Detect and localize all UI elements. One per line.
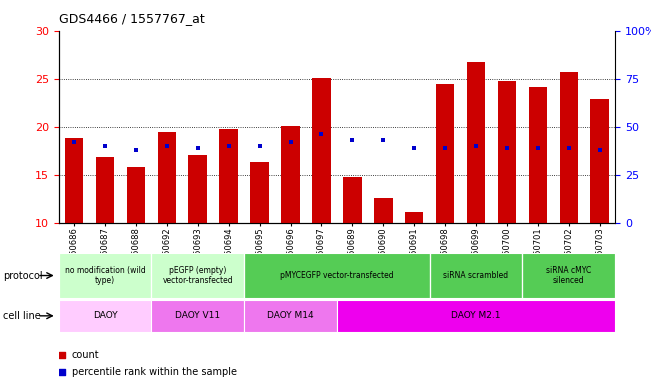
- Point: [316, 131, 327, 137]
- Text: percentile rank within the sample: percentile rank within the sample: [72, 367, 236, 377]
- Point: [594, 147, 605, 153]
- Bar: [244, 253, 430, 298]
- Point: [255, 143, 265, 149]
- Bar: [337, 300, 615, 332]
- Text: GDS4466 / 1557767_at: GDS4466 / 1557767_at: [59, 12, 204, 25]
- Point: [245, 288, 256, 294]
- Bar: [467, 62, 485, 223]
- Point: [161, 143, 172, 149]
- Text: DAOY M14: DAOY M14: [267, 311, 314, 320]
- Point: [131, 147, 141, 153]
- Point: [378, 137, 389, 143]
- Bar: [436, 84, 454, 223]
- Bar: [126, 167, 145, 223]
- Bar: [250, 162, 269, 223]
- Text: no modification (wild
type): no modification (wild type): [64, 266, 145, 285]
- Point: [347, 137, 357, 143]
- Bar: [430, 253, 522, 298]
- Bar: [219, 129, 238, 223]
- Bar: [59, 300, 151, 332]
- Bar: [405, 212, 423, 223]
- Bar: [497, 81, 516, 223]
- Text: siRNA cMYC
silenced: siRNA cMYC silenced: [546, 266, 592, 285]
- Point: [440, 145, 450, 151]
- Bar: [522, 253, 615, 298]
- Bar: [96, 157, 115, 223]
- Bar: [559, 72, 578, 223]
- Bar: [65, 138, 83, 223]
- Point: [223, 143, 234, 149]
- Point: [471, 143, 481, 149]
- Text: siRNA scrambled: siRNA scrambled: [443, 271, 508, 280]
- Text: protocol: protocol: [3, 270, 43, 281]
- Bar: [281, 126, 299, 223]
- Text: DAOY V11: DAOY V11: [175, 311, 220, 320]
- Text: cell line: cell line: [3, 311, 41, 321]
- Bar: [244, 300, 337, 332]
- Bar: [158, 131, 176, 223]
- Bar: [374, 198, 393, 223]
- Point: [564, 145, 574, 151]
- Text: DAOY M2.1: DAOY M2.1: [451, 311, 501, 320]
- Point: [502, 145, 512, 151]
- Text: count: count: [72, 350, 99, 360]
- Point: [409, 145, 419, 151]
- Point: [285, 139, 296, 145]
- Bar: [343, 177, 361, 223]
- Point: [100, 143, 110, 149]
- Point: [69, 139, 79, 145]
- Text: pMYCEGFP vector-transfected: pMYCEGFP vector-transfected: [280, 271, 394, 280]
- Bar: [151, 253, 244, 298]
- Text: pEGFP (empty)
vector-transfected: pEGFP (empty) vector-transfected: [163, 266, 233, 285]
- Point: [245, 131, 256, 137]
- Bar: [529, 87, 547, 223]
- Point: [193, 145, 203, 151]
- Bar: [590, 99, 609, 223]
- Point: [533, 145, 543, 151]
- Bar: [151, 300, 244, 332]
- Text: DAOY: DAOY: [92, 311, 117, 320]
- Bar: [189, 154, 207, 223]
- Bar: [59, 253, 151, 298]
- Bar: [312, 78, 331, 223]
